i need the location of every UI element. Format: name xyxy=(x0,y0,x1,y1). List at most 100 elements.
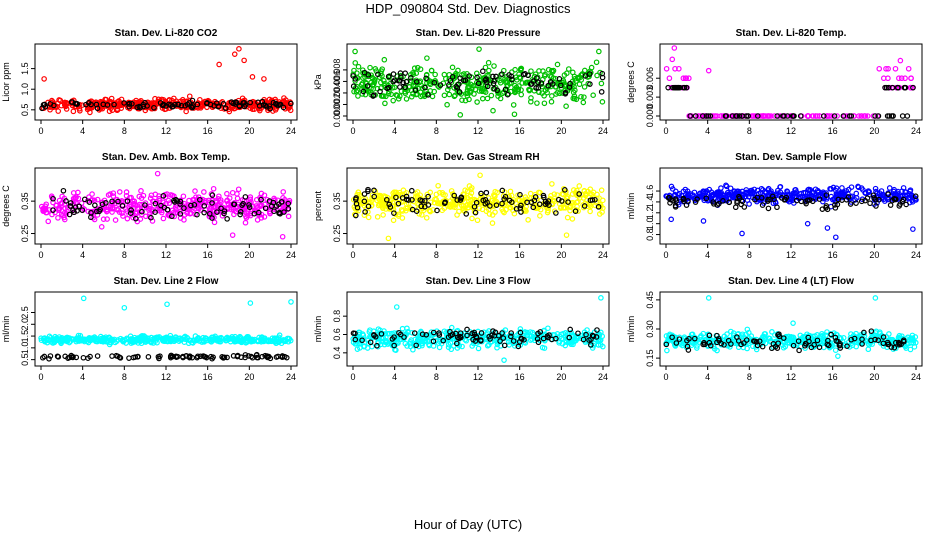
data-point xyxy=(858,113,864,119)
reference-point xyxy=(209,192,216,198)
data-point xyxy=(79,336,86,343)
data-point xyxy=(590,189,597,196)
data-point xyxy=(85,208,92,215)
reference-point xyxy=(518,335,525,342)
reference-point xyxy=(111,101,117,108)
data-point xyxy=(59,193,65,200)
data-point xyxy=(671,334,678,340)
data-point xyxy=(664,347,670,354)
reference-point xyxy=(886,113,893,119)
data-point xyxy=(723,183,730,190)
reference-point xyxy=(374,342,380,349)
reference-point xyxy=(781,113,787,119)
reference-point xyxy=(262,102,269,109)
panel-title: Stan. Dev. Li-820 CO2 xyxy=(115,28,218,39)
reference-point xyxy=(422,198,428,204)
reference-point xyxy=(546,202,552,208)
reference-point xyxy=(859,341,865,347)
x-tick-label: 0 xyxy=(350,250,355,260)
reference-point xyxy=(472,338,479,344)
reference-point xyxy=(466,73,472,79)
data-point xyxy=(272,107,279,113)
data-point xyxy=(666,75,673,82)
reference-point xyxy=(233,99,240,106)
reference-point xyxy=(691,335,698,342)
reference-point xyxy=(726,199,732,206)
reference-point xyxy=(214,209,220,215)
data-point xyxy=(156,334,163,340)
data-point xyxy=(280,98,287,104)
reference-point xyxy=(681,84,688,91)
x-tick-label: 20 xyxy=(244,126,254,136)
reference-point xyxy=(139,208,145,215)
data-point xyxy=(266,96,273,103)
data-point xyxy=(86,334,93,341)
data-point xyxy=(280,189,287,195)
data-point xyxy=(514,332,520,339)
data-point xyxy=(892,65,899,72)
reference-point xyxy=(705,113,712,119)
reference-point xyxy=(126,101,133,107)
data-point xyxy=(234,191,240,197)
reference-point xyxy=(463,211,470,217)
reference-point xyxy=(409,197,415,203)
data-point xyxy=(848,184,855,190)
reference-point xyxy=(858,198,865,205)
reference-point xyxy=(124,198,131,204)
data-point xyxy=(751,186,758,193)
data-point xyxy=(251,338,257,344)
data-point xyxy=(165,197,172,204)
data-point xyxy=(184,206,190,213)
data-point xyxy=(685,192,692,199)
reference-point xyxy=(375,71,381,78)
data-point xyxy=(489,220,496,226)
data-point xyxy=(45,218,52,225)
reference-point xyxy=(224,354,230,361)
reference-point xyxy=(790,342,797,349)
data-point xyxy=(270,337,277,344)
reference-point xyxy=(148,214,154,221)
reference-point xyxy=(797,113,804,119)
reference-point xyxy=(796,347,802,354)
data-point xyxy=(765,113,772,119)
reference-point xyxy=(663,341,670,348)
data-point xyxy=(432,71,438,78)
reference-point xyxy=(377,88,383,95)
outlier-point xyxy=(236,46,242,52)
reference-point xyxy=(565,199,571,205)
reference-point xyxy=(55,354,62,360)
data-point xyxy=(791,190,797,197)
data-point xyxy=(548,93,555,99)
data-point xyxy=(459,343,465,350)
x-tick-label: 16 xyxy=(203,250,213,260)
data-point xyxy=(494,344,500,351)
reference-point xyxy=(765,205,772,212)
data-point xyxy=(474,99,480,105)
data-point xyxy=(380,212,386,218)
reference-point xyxy=(706,332,713,339)
reference-point xyxy=(721,342,727,348)
data-point xyxy=(355,75,361,81)
reference-point xyxy=(142,202,148,208)
reference-point xyxy=(222,105,229,112)
x-tick-label: 0 xyxy=(38,250,43,260)
x-tick-label: 16 xyxy=(515,126,525,136)
data-point xyxy=(107,337,114,344)
reference-point xyxy=(807,197,813,203)
reference-point xyxy=(474,74,480,81)
data-point xyxy=(237,338,244,345)
data-point xyxy=(828,186,834,192)
x-tick-label: 12 xyxy=(161,250,171,260)
reference-point xyxy=(209,215,215,221)
reference-point xyxy=(824,206,831,213)
reference-point xyxy=(910,84,916,91)
data-point xyxy=(61,201,68,207)
data-point xyxy=(133,210,140,217)
reference-point xyxy=(518,202,524,209)
data-point xyxy=(839,185,845,191)
reference-point xyxy=(902,84,908,91)
data-point xyxy=(368,79,374,86)
y-axis-label: ml/min xyxy=(626,316,636,343)
reference-point xyxy=(492,329,499,336)
data-point xyxy=(444,101,450,108)
